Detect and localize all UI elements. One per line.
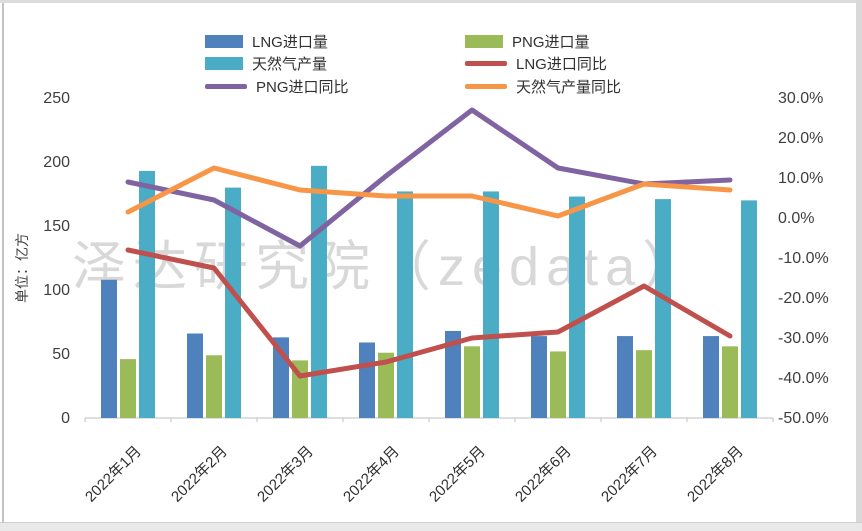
line-png-import-yoy <box>125 107 733 249</box>
bar-png-import <box>722 346 738 418</box>
left-axis-tick: 0 <box>61 410 70 427</box>
x-axis-label: 2022年5月 <box>426 443 489 506</box>
legend-label: PNG进口同比 <box>256 78 349 96</box>
bar-gas-production <box>397 191 413 418</box>
legend-item-lng-import: LNG进口量 <box>205 33 328 51</box>
watermark-text: 泽达研究院（zedata） <box>72 237 704 297</box>
x-axis-label: 2022年2月 <box>168 443 231 506</box>
left-edge-line <box>2 3 4 523</box>
legend-label: PNG进口量 <box>512 33 590 51</box>
left-axis-tick: 150 <box>43 218 70 235</box>
line-gas-production-yoy <box>125 165 733 219</box>
bar-gas-production <box>483 191 499 418</box>
bar-gas-production <box>225 187 241 418</box>
bar-series-gas-production <box>139 165 757 418</box>
right-axis-tick: 20.0% <box>778 130 823 147</box>
right-axis-tick: -20.0% <box>778 290 829 307</box>
right-axis-tick: -40.0% <box>778 370 829 387</box>
legend-item-gas-production: 天然气产量 <box>205 55 328 73</box>
legend-item-gas-production-yoy: 天然气产量同比 <box>465 78 622 96</box>
bar-png-import <box>464 346 480 418</box>
legend-label: LNG进口同比 <box>516 55 607 73</box>
gas-production-swatch-icon <box>205 56 243 70</box>
x-axis-line <box>84 417 774 422</box>
bottom-edge-strip <box>0 522 862 531</box>
x-axis-label: 2022年4月 <box>340 443 403 506</box>
right-axis-tick: 30.0% <box>778 90 823 107</box>
bar-gas-production <box>311 165 327 418</box>
bar-series-png-import <box>120 346 738 418</box>
top-edge-strip <box>0 0 862 3</box>
bar-lng-import <box>703 336 719 418</box>
png-import-yoy-line-icon <box>205 83 247 89</box>
x-axis-label: 2022年6月 <box>512 443 575 506</box>
x-axis-label: 2022年7月 <box>598 443 661 506</box>
left-axis-tick: 50 <box>52 346 70 363</box>
bar-lng-import <box>101 279 117 418</box>
line-lng-import-yoy <box>125 247 733 379</box>
legend-item-png-import: PNG进口量 <box>465 33 590 51</box>
right-axis-tick: 10.0% <box>778 170 823 187</box>
legend-item-lng-import-yoy: LNG进口同比 <box>465 55 607 73</box>
bar-lng-import <box>445 330 461 418</box>
bar-gas-production <box>569 196 585 418</box>
bar-png-import <box>120 359 136 418</box>
left-axis-tick: 250 <box>43 90 70 107</box>
left-axis-tick: 200 <box>43 154 70 171</box>
left-axis-tick: 100 <box>43 282 70 299</box>
legend-label: LNG进口量 <box>252 33 328 51</box>
legend-label: 天然气产量 <box>252 55 328 73</box>
x-axis-label: 2022年1月 <box>82 443 145 506</box>
legend-label: 天然气产量同比 <box>516 78 622 96</box>
bar-png-import <box>206 355 222 418</box>
x-axis-label: 2022年8月 <box>684 443 747 506</box>
bar-png-import <box>378 352 394 418</box>
right-axis-tick: -10.0% <box>778 250 829 267</box>
gas-production-yoy-line-icon <box>465 83 507 89</box>
bar-lng-import <box>187 333 203 418</box>
x-axis-label: 2022年3月 <box>254 443 317 506</box>
bar-lng-import <box>617 336 633 418</box>
lng-import-yoy-line-icon <box>465 60 507 66</box>
bar-lng-import <box>359 342 375 418</box>
right-axis-tick: -30.0% <box>778 330 829 347</box>
bar-png-import <box>550 351 566 418</box>
bar-gas-production <box>741 200 757 418</box>
bar-gas-production <box>655 199 671 418</box>
bar-series-lng-import <box>101 279 719 418</box>
right-edge-strip <box>856 0 862 531</box>
right-axis-tick: 0.0% <box>778 210 814 227</box>
lng-import-swatch-icon <box>205 34 243 48</box>
bar-png-import <box>636 350 652 418</box>
legend-item-png-import-yoy: PNG进口同比 <box>205 78 349 96</box>
right-axis-tick: -50.0% <box>778 410 829 427</box>
png-import-swatch-icon <box>465 34 503 48</box>
bar-lng-import <box>531 336 547 418</box>
bar-gas-production <box>139 170 155 418</box>
